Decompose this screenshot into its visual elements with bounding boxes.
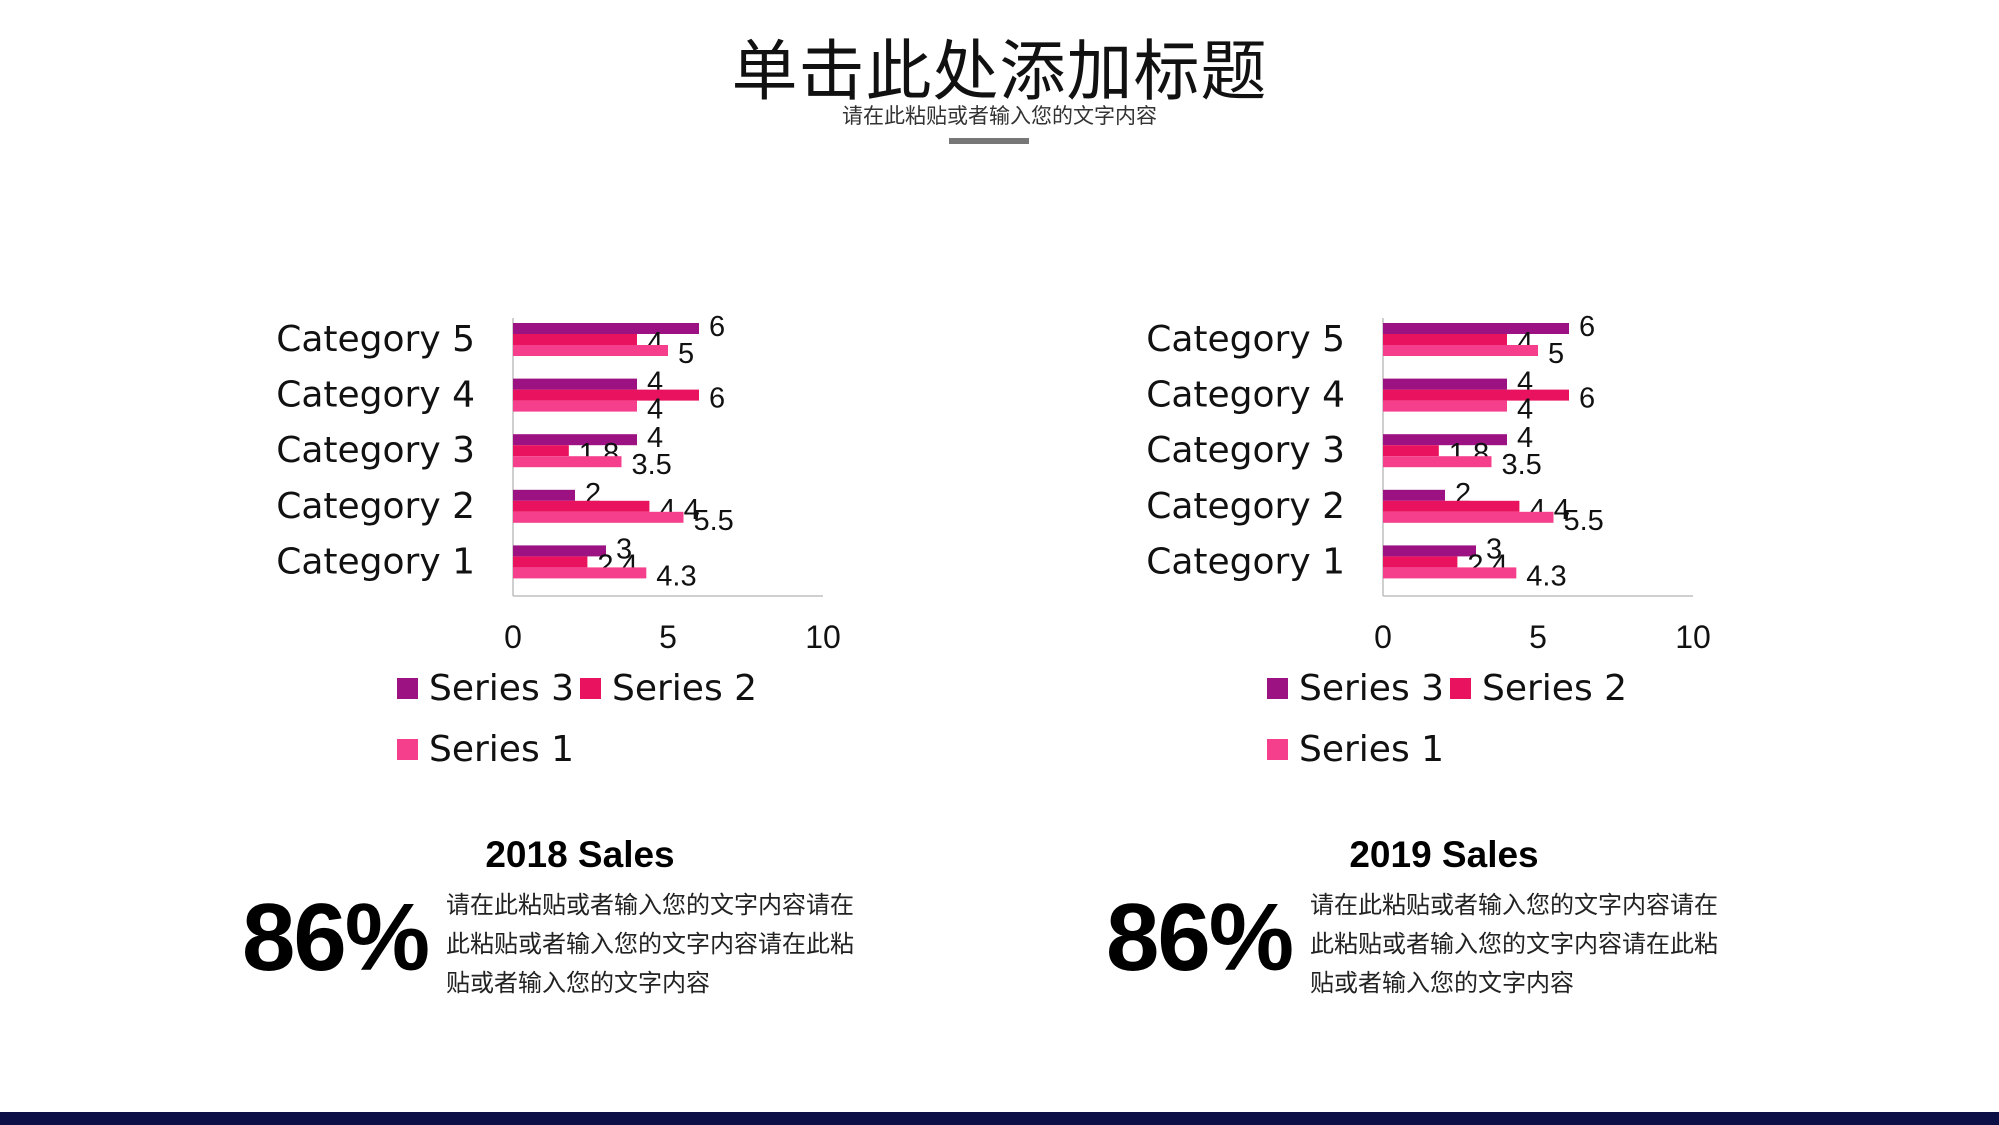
bar-series-1 [513, 567, 647, 579]
bar-series-3 [1383, 378, 1507, 390]
data-label: 5.5 [1564, 505, 1604, 537]
bar-series-2 [513, 389, 699, 401]
description-line: 请在此粘贴或者输入您的文字内容请在 [446, 891, 854, 919]
legend-swatch [1267, 739, 1288, 760]
bar-series-2 [1383, 445, 1439, 457]
bar-series-2 [1383, 500, 1520, 512]
category-label: Category 1 [1146, 541, 1345, 582]
x-tick-label: 0 [504, 619, 522, 655]
legend-label: Series 3 [429, 668, 574, 709]
category-label: Category 2 [276, 486, 475, 527]
legend-label: Series 2 [612, 668, 757, 709]
description-line: 此粘贴或者输入您的文字内容请在此粘 [446, 930, 854, 958]
page-title: 单击此处添加标题 [731, 33, 1268, 110]
data-label: 5 [1548, 338, 1564, 370]
bar-series-1 [1383, 400, 1507, 412]
x-tick-label: 10 [1675, 619, 1711, 655]
footer-bar [0, 1112, 1999, 1125]
sales-title-2018: 2018 Sales [485, 834, 675, 875]
legend-label: Series 1 [429, 729, 574, 770]
category-label: Category 4 [1146, 375, 1345, 416]
bar-series-3 [513, 489, 575, 501]
bar-series-3 [1383, 545, 1476, 557]
data-label: 5.5 [694, 505, 734, 537]
bar-series-2 [513, 334, 637, 345]
bar-series-1 [513, 511, 684, 523]
data-label: 4.3 [1526, 560, 1566, 592]
category-label: Category 5 [1146, 319, 1345, 360]
data-label: 3 [616, 533, 632, 565]
description-line: 贴或者输入您的文字内容 [446, 969, 710, 997]
bar-chart-2019: Category 1 3 2.4 4.3 Category 2 2 4.4 5.5 Catego… [1130, 300, 1999, 800]
bar-series-3 [513, 545, 606, 557]
data-label: 3.5 [632, 449, 672, 481]
bar-series-2 [513, 556, 588, 568]
data-label: 6 [709, 383, 725, 415]
legend-swatch [397, 678, 418, 699]
sales-title-2019: 2019 Sales [1349, 834, 1539, 875]
title-divider [949, 138, 1029, 144]
data-label: 3.5 [1502, 449, 1542, 481]
bar-series-1 [1383, 567, 1517, 579]
bar-series-1 [513, 456, 622, 468]
description-line: 请在此粘贴或者输入您的文字内容请在 [1310, 891, 1718, 919]
x-tick-label: 10 [805, 619, 841, 655]
category-label: Category 5 [276, 319, 475, 360]
data-label: 4 [647, 394, 663, 426]
x-tick-label: 5 [659, 619, 677, 655]
bar-series-3 [1383, 489, 1445, 501]
bar-series-2 [1383, 334, 1507, 345]
bar-series-1 [1383, 345, 1538, 356]
category-label: Category 3 [1146, 430, 1345, 471]
data-label: 3 [1486, 533, 1502, 565]
percent-2018: 86% [242, 884, 430, 991]
data-label: 6 [709, 311, 725, 343]
bar-series-3 [513, 323, 699, 334]
bar-series-1 [1383, 456, 1492, 468]
data-label: 4 [1517, 422, 1533, 454]
description-line: 此粘贴或者输入您的文字内容请在此粘 [1310, 930, 1718, 958]
legend-label: Series 3 [1299, 668, 1444, 709]
bar-series-3 [1383, 323, 1569, 334]
bar-series-2 [513, 445, 569, 457]
bar-series-3 [513, 434, 637, 446]
description-2018: 请在此粘贴或者输入您的文字内容请在 此粘贴或者输入您的文字内容请在此粘 贴或者输… [446, 886, 886, 1003]
data-label: 6 [1579, 311, 1595, 343]
legend-swatch [397, 739, 418, 760]
data-label: 6 [1579, 383, 1595, 415]
x-tick-label: 5 [1529, 619, 1547, 655]
description-2019: 请在此粘贴或者输入您的文字内容请在 此粘贴或者输入您的文字内容请在此粘 贴或者输… [1310, 886, 1750, 1003]
bar-series-1 [1383, 511, 1554, 523]
bar-series-1 [513, 400, 637, 412]
data-label: 5 [678, 338, 694, 370]
bar-series-3 [1383, 434, 1507, 446]
bar-series-3 [513, 378, 637, 390]
legend-label: Series 1 [1299, 729, 1444, 770]
legend-label: Series 2 [1482, 668, 1627, 709]
legend-swatch [1267, 678, 1288, 699]
x-tick-label: 0 [1374, 619, 1392, 655]
category-label: Category 4 [276, 375, 475, 416]
bar-series-2 [513, 500, 650, 512]
page-subtitle: 请在此粘贴或者输入您的文字内容 [842, 104, 1157, 128]
data-label: 4 [1517, 394, 1533, 426]
legend-swatch [1450, 678, 1471, 699]
description-line: 贴或者输入您的文字内容 [1310, 969, 1574, 997]
percent-2019: 86% [1106, 884, 1294, 991]
bar-series-1 [513, 345, 668, 356]
data-label: 4 [647, 422, 663, 454]
bar-chart-2018: Category 1 3 2.4 4.3 Category 2 2 4.4 5.5 Catego… [260, 300, 1260, 800]
legend-swatch [580, 678, 601, 699]
bar-series-2 [1383, 389, 1569, 401]
category-label: Category 1 [276, 541, 475, 582]
bar-series-2 [1383, 556, 1458, 568]
category-label: Category 3 [276, 430, 475, 471]
data-label: 4.3 [656, 560, 696, 592]
category-label: Category 2 [1146, 486, 1345, 527]
